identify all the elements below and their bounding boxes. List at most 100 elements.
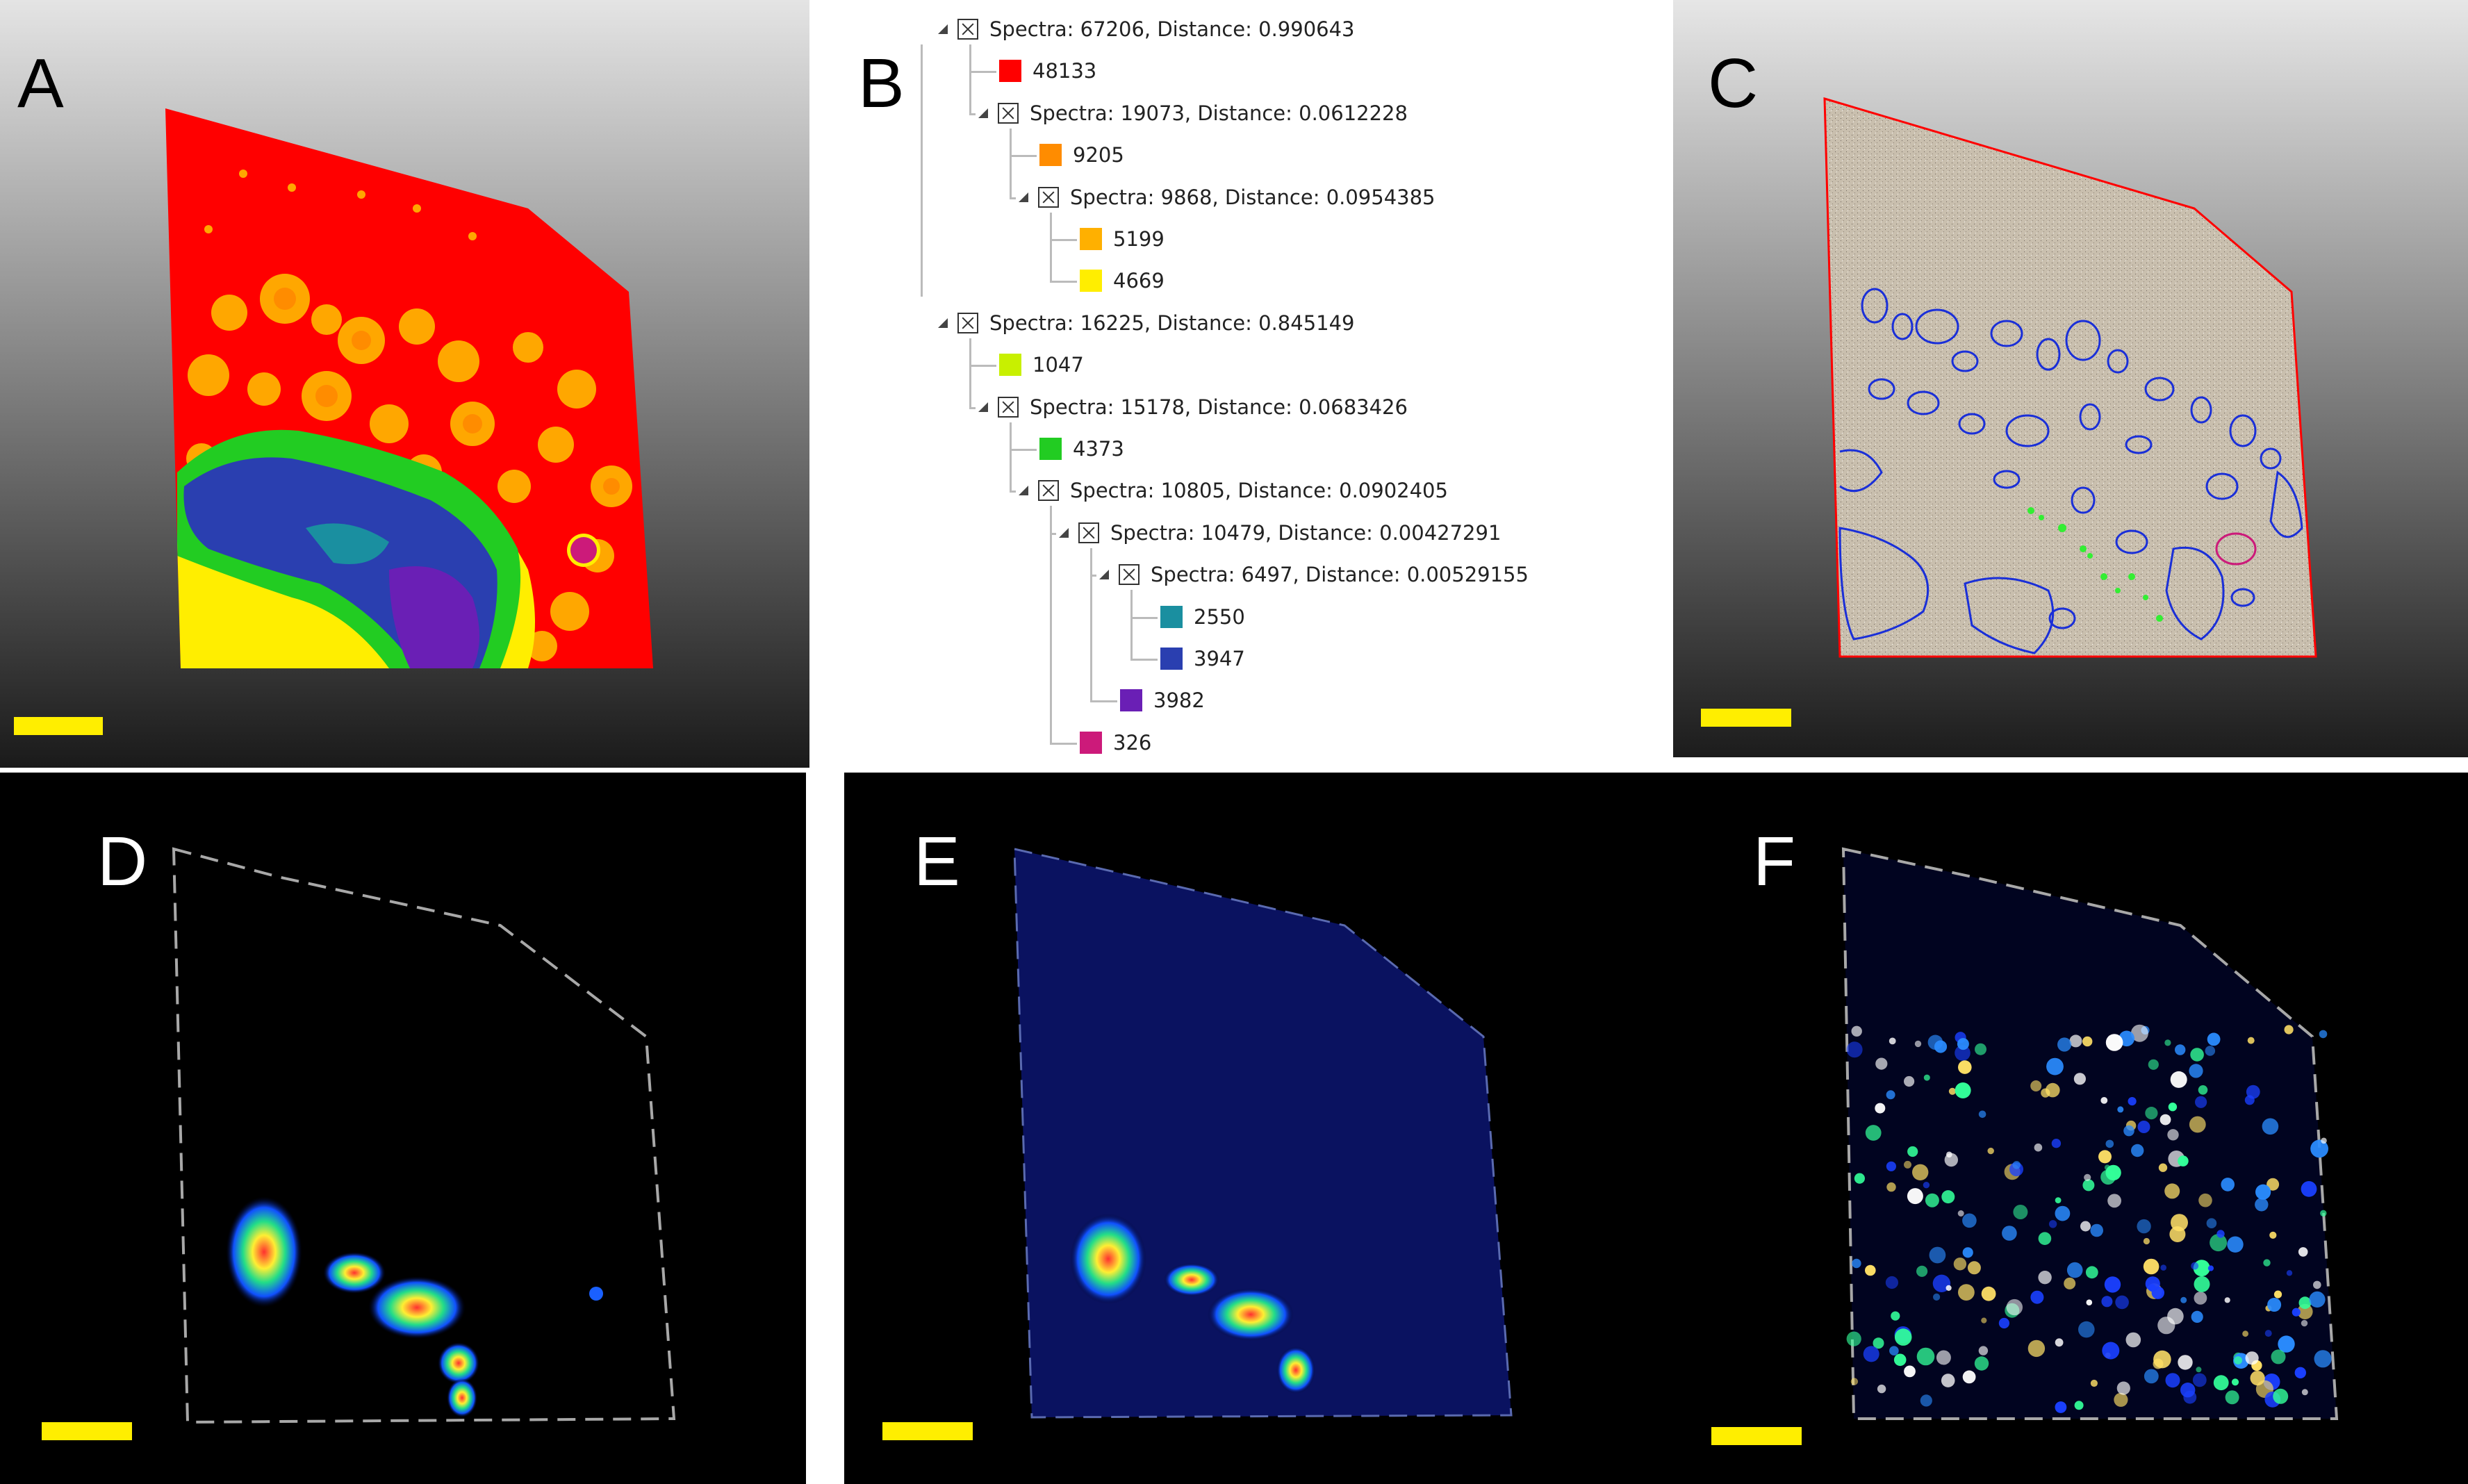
ion-hotspot bbox=[2098, 1150, 2112, 1164]
ion-hotspot bbox=[1877, 1384, 1886, 1394]
tree-connector bbox=[1010, 490, 1016, 493]
expand-triangle-icon[interactable] bbox=[1059, 527, 1069, 538]
ion-hotspot bbox=[2194, 1292, 2207, 1305]
ion-hotspot bbox=[1912, 1164, 1929, 1180]
ion-hotspot bbox=[2090, 1379, 2098, 1387]
ion-hotspot bbox=[2082, 1179, 2095, 1192]
tree-leaf-node[interactable]: 3982 bbox=[1120, 685, 1205, 716]
tree-leaf-node[interactable]: 326 bbox=[1080, 727, 1151, 758]
ion-hotspot bbox=[2125, 1332, 2141, 1348]
cluster-color-swatch bbox=[1039, 144, 1062, 167]
ion-hotspot bbox=[2069, 1034, 2082, 1048]
ion-hotspot bbox=[1852, 1258, 1861, 1269]
ion-hotspot bbox=[1894, 1328, 1912, 1346]
panel-c-image bbox=[1673, 0, 2468, 757]
ion-hotspot bbox=[2115, 1295, 2129, 1310]
ion-hotspot bbox=[2030, 1080, 2042, 1091]
tree-leaf-node[interactable]: 4669 bbox=[1080, 265, 1165, 296]
tree-branch-node[interactable]: Spectra: 15178, Distance: 0.0683426 bbox=[978, 392, 1408, 422]
panel-label: E bbox=[914, 823, 960, 900]
ion-hotspot bbox=[2046, 1057, 2064, 1075]
expand-triangle-icon[interactable] bbox=[978, 108, 988, 118]
expand-triangle-icon[interactable] bbox=[938, 318, 948, 328]
ion-hotspot bbox=[1907, 1146, 1918, 1157]
tree-connector bbox=[1010, 422, 1012, 493]
ion-hotspot bbox=[2180, 1296, 2187, 1303]
ion-hotspot bbox=[2297, 1303, 2313, 1319]
ion-hotspot bbox=[2314, 1350, 2332, 1368]
ion-hotspot bbox=[2216, 1230, 2225, 1238]
tree-branch-node[interactable]: Spectra: 67206, Distance: 0.990643 bbox=[938, 14, 1355, 44]
tree-connector bbox=[1130, 616, 1158, 619]
ion-hotspot bbox=[2148, 1284, 2156, 1292]
expand-triangle-icon[interactable] bbox=[938, 24, 948, 34]
tree-leaf-node[interactable]: 48133 bbox=[999, 56, 1096, 86]
tree-leaf-node[interactable]: 9205 bbox=[1039, 140, 1124, 170]
ion-hotspot bbox=[2145, 1107, 2158, 1120]
tree-connector bbox=[969, 71, 996, 74]
ion-hotspot bbox=[1923, 1182, 1930, 1189]
ion-hotspot bbox=[2227, 1236, 2244, 1253]
ion-hotspot bbox=[2144, 1369, 2159, 1384]
panel-d-image bbox=[172, 847, 676, 1424]
panel-d: D bbox=[0, 773, 806, 1484]
tree-branch-node[interactable]: Spectra: 16225, Distance: 0.845149 bbox=[938, 308, 1355, 338]
cluster-node-icon bbox=[957, 312, 978, 333]
tree-connector bbox=[1050, 532, 1056, 535]
ion-hotspot bbox=[2169, 1226, 2186, 1242]
ion-hotspot bbox=[1953, 1258, 1967, 1271]
ion-hotspot bbox=[1981, 1286, 1996, 1301]
panel-a: A bbox=[0, 0, 809, 768]
tree-connector bbox=[1010, 449, 1037, 451]
cluster-node-icon bbox=[1038, 186, 1059, 208]
ion-hotspot bbox=[2310, 1139, 2328, 1158]
ion-hotspot bbox=[2080, 1221, 2091, 1232]
ion-hotspot bbox=[2234, 1356, 2242, 1365]
tree-leaf-node[interactable]: 1047 bbox=[999, 349, 1084, 380]
ion-hotspot bbox=[2167, 1129, 2179, 1141]
tree-node-label: 3947 bbox=[1194, 647, 1245, 670]
tree-leaf-node[interactable]: 4373 bbox=[1039, 434, 1124, 464]
ion-hotspot bbox=[2102, 1342, 2120, 1360]
cluster-color-swatch bbox=[1039, 438, 1062, 460]
tree-connector bbox=[1010, 128, 1012, 199]
tree-branch-node[interactable]: Spectra: 10805, Distance: 0.0902405 bbox=[1019, 475, 1448, 506]
tree-leaf-node[interactable]: 5199 bbox=[1080, 224, 1165, 254]
ion-hotspot bbox=[1875, 1057, 1888, 1070]
ion-hotspot bbox=[1962, 1213, 1977, 1228]
expand-triangle-icon[interactable] bbox=[1019, 486, 1028, 496]
tree-leaf-node[interactable]: 3947 bbox=[1160, 643, 1245, 674]
ion-hotspot bbox=[2116, 1381, 2130, 1395]
ion-hotspot bbox=[1923, 1074, 1930, 1081]
tree-branch-node[interactable]: Spectra: 9868, Distance: 0.0954385 bbox=[1019, 182, 1435, 213]
ion-hotspot bbox=[2048, 1220, 2057, 1228]
ion-hotspot bbox=[2123, 1125, 2134, 1137]
tree-branch-node[interactable]: Spectra: 19073, Distance: 0.0612228 bbox=[978, 98, 1408, 129]
ion-hotspot bbox=[1957, 1038, 1969, 1050]
tree-node-label: Spectra: 19073, Distance: 0.0612228 bbox=[1030, 101, 1408, 125]
ion-hotspot bbox=[2168, 1103, 2178, 1112]
panel-label: C bbox=[1708, 44, 1759, 122]
ion-hotspot bbox=[2160, 1264, 2166, 1271]
ion-hotspot bbox=[1886, 1182, 1896, 1192]
ion-hotspot bbox=[2175, 1044, 2186, 1055]
ion-hotspot bbox=[2301, 1389, 2308, 1396]
ion-hotspot bbox=[2034, 1143, 2043, 1152]
ion-hotspot bbox=[2170, 1071, 2187, 1088]
tree-node-label: 4669 bbox=[1113, 269, 1165, 293]
tree-connector bbox=[969, 365, 996, 368]
ion-hotspot bbox=[2205, 1046, 2216, 1056]
ion-hotspot bbox=[2027, 1339, 2046, 1358]
ion-hotspot bbox=[1916, 1265, 1928, 1277]
expand-triangle-icon[interactable] bbox=[1099, 570, 1109, 580]
ion-hotspot bbox=[2242, 1330, 2248, 1337]
tree-leaf-node[interactable]: 2550 bbox=[1160, 602, 1245, 632]
expand-triangle-icon[interactable] bbox=[1019, 192, 1028, 202]
ion-hotspot bbox=[2231, 1378, 2239, 1386]
ion-hotspot bbox=[2213, 1375, 2229, 1391]
tree-branch-node[interactable]: Spectra: 10479, Distance: 0.00427291 bbox=[1059, 518, 1501, 548]
expand-triangle-icon[interactable] bbox=[978, 402, 988, 412]
ion-hotspot bbox=[2085, 1266, 2098, 1279]
tree-connector bbox=[1050, 281, 1077, 283]
tree-branch-node[interactable]: Spectra: 6497, Distance: 0.00529155 bbox=[1099, 559, 1529, 590]
